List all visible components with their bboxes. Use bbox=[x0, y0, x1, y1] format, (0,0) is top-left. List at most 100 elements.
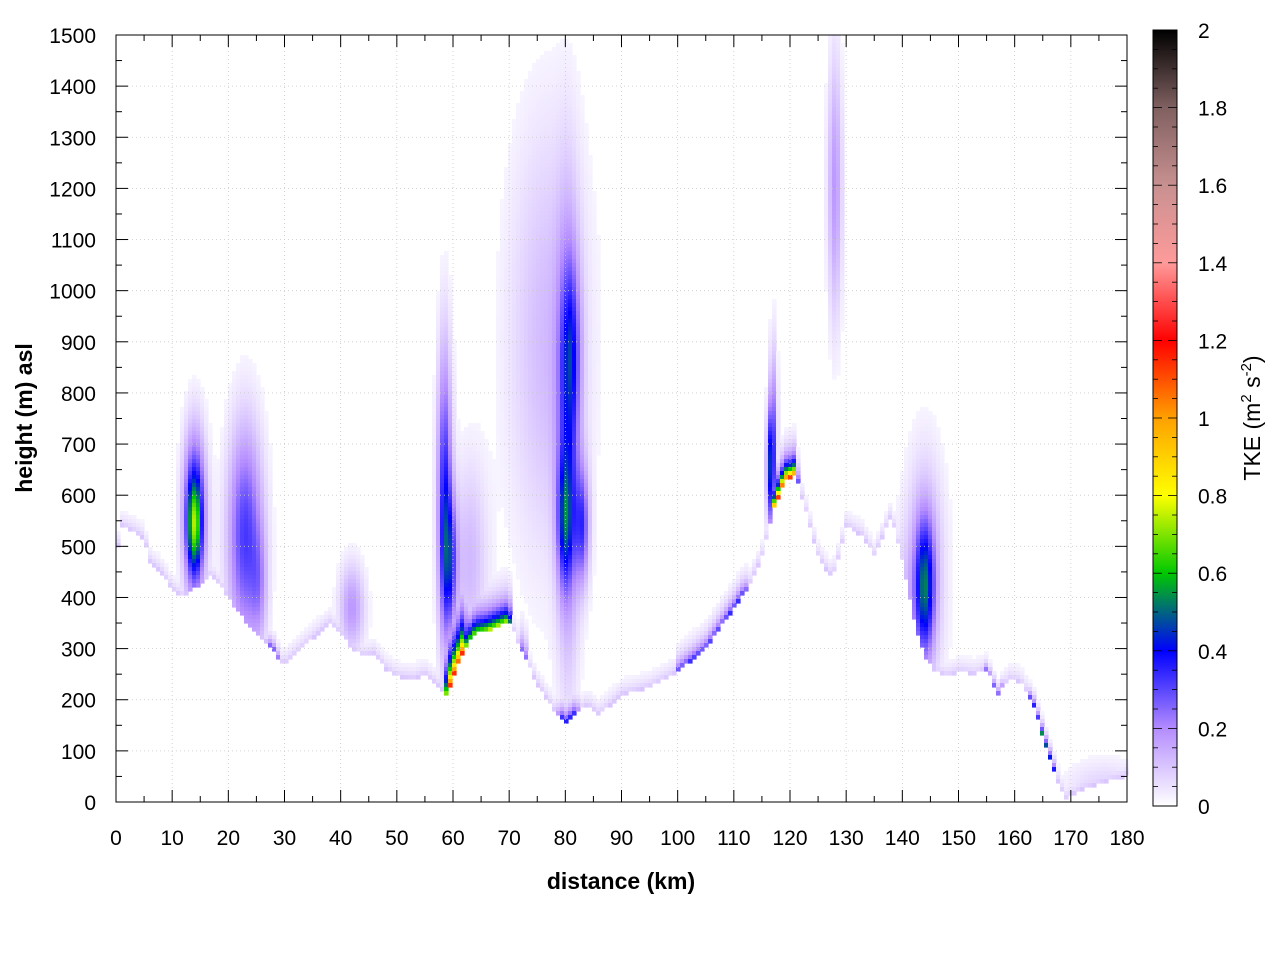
heat-cell bbox=[532, 471, 537, 476]
heat-cell bbox=[544, 439, 549, 444]
heat-cell bbox=[188, 503, 193, 508]
heat-cell bbox=[176, 575, 181, 580]
heat-cell bbox=[372, 651, 377, 656]
heat-cell bbox=[528, 519, 533, 524]
heat-cell bbox=[236, 547, 241, 552]
heat-cell bbox=[444, 419, 449, 424]
heat-cell bbox=[544, 587, 549, 592]
heat-cell bbox=[248, 563, 253, 568]
heat-cell bbox=[220, 547, 225, 552]
heat-cell bbox=[556, 383, 561, 388]
heat-cell bbox=[532, 595, 537, 600]
heat-cell bbox=[488, 619, 493, 624]
heat-cell bbox=[560, 247, 565, 252]
heat-cell bbox=[252, 519, 257, 524]
heat-cell bbox=[452, 523, 457, 528]
heat-cell bbox=[532, 251, 537, 256]
heat-cell bbox=[180, 419, 185, 424]
heat-cell bbox=[528, 547, 533, 552]
heat-cell bbox=[504, 599, 509, 604]
heat-cell bbox=[348, 587, 353, 592]
heat-cell bbox=[228, 543, 233, 548]
heat-cell bbox=[556, 447, 561, 452]
heat-cell bbox=[500, 491, 505, 496]
heat-cell bbox=[532, 463, 537, 468]
heat-cell bbox=[236, 451, 241, 456]
heat-cell bbox=[560, 459, 565, 464]
heat-cell bbox=[200, 499, 205, 504]
heat-cell bbox=[220, 563, 225, 568]
heat-cell bbox=[252, 503, 257, 508]
heat-cell bbox=[544, 631, 549, 636]
heat-cell bbox=[552, 239, 557, 244]
heat-cell bbox=[460, 443, 465, 448]
heat-cell bbox=[224, 587, 229, 592]
heat-cell bbox=[344, 611, 349, 616]
heat-cell bbox=[524, 535, 529, 540]
heat-cell bbox=[540, 539, 545, 544]
heat-cell bbox=[444, 323, 449, 328]
heat-cell bbox=[176, 491, 181, 496]
heat-cell bbox=[472, 499, 477, 504]
heat-cell bbox=[476, 595, 481, 600]
heat-cell bbox=[260, 587, 265, 592]
heat-cell bbox=[436, 563, 441, 568]
heat-cell bbox=[320, 627, 325, 632]
heat-cell bbox=[224, 447, 229, 452]
heat-cell bbox=[440, 467, 445, 472]
heat-cell bbox=[444, 671, 449, 676]
heat-cell bbox=[184, 519, 189, 524]
heat-cell bbox=[524, 527, 529, 532]
heat-cell bbox=[520, 507, 525, 512]
heat-cell bbox=[240, 367, 245, 372]
heat-cell bbox=[528, 659, 533, 664]
heat-cell bbox=[224, 559, 229, 564]
heat-cell bbox=[532, 391, 537, 396]
heat-cell bbox=[524, 411, 529, 416]
heat-cell bbox=[528, 611, 533, 616]
heat-cell bbox=[232, 395, 237, 400]
heat-cell bbox=[268, 499, 273, 504]
heat-cell bbox=[560, 79, 565, 84]
heat-cell bbox=[544, 415, 549, 420]
heat-cell bbox=[508, 223, 513, 228]
heat-cell bbox=[464, 539, 469, 544]
heat-cell bbox=[456, 611, 461, 616]
heat-cell bbox=[512, 175, 517, 180]
heat-cell bbox=[548, 59, 553, 64]
heat-cell bbox=[272, 559, 277, 564]
heat-cell bbox=[196, 495, 201, 500]
heat-cell bbox=[480, 567, 485, 572]
heat-cell bbox=[472, 551, 477, 556]
heat-cell bbox=[452, 427, 457, 432]
heat-cell bbox=[468, 491, 473, 496]
heat-cell bbox=[544, 375, 549, 380]
heat-cell bbox=[432, 479, 437, 484]
heat-cell bbox=[480, 451, 485, 456]
heat-cell bbox=[196, 507, 201, 512]
heat-cell bbox=[516, 567, 521, 572]
heat-cell bbox=[524, 331, 529, 336]
heat-cell bbox=[332, 595, 337, 600]
heat-cell bbox=[532, 607, 537, 612]
heat-cell bbox=[520, 567, 525, 572]
heat-cell bbox=[560, 191, 565, 196]
tke-heatmap bbox=[116, 35, 1129, 800]
heat-cell bbox=[184, 431, 189, 436]
heat-cell bbox=[184, 591, 189, 596]
heat-cell bbox=[536, 579, 541, 584]
heat-cell bbox=[176, 467, 181, 472]
heat-cell bbox=[552, 523, 557, 528]
heat-cell bbox=[236, 555, 241, 560]
heat-cell bbox=[540, 79, 545, 84]
heat-cell bbox=[560, 59, 565, 64]
heat-cell bbox=[556, 135, 561, 140]
heat-cell bbox=[496, 315, 501, 320]
heat-cell bbox=[432, 403, 437, 408]
heat-cell bbox=[528, 127, 533, 132]
heat-cell bbox=[204, 527, 209, 532]
heat-cell bbox=[556, 191, 561, 196]
heat-cell bbox=[256, 427, 261, 432]
heat-cell bbox=[460, 539, 465, 544]
heat-cell bbox=[180, 459, 185, 464]
